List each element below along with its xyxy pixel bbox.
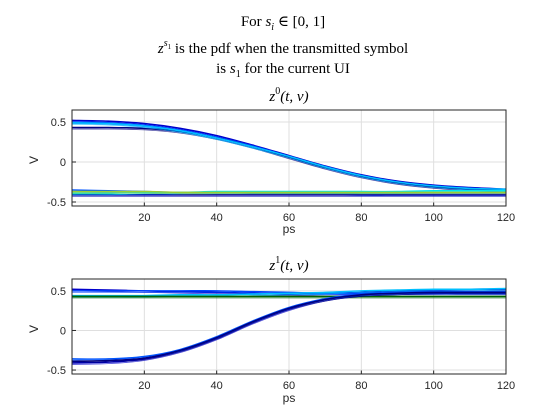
subplot-z0: z0(t, v) ps V 20 40 60 80 100 120-0.500.5 (27, 86, 515, 236)
y-tick-label: 0 (60, 157, 66, 169)
y-tick-label: -0.5 (47, 197, 66, 209)
title-line-2-text: is the pdf when the transmitted symbol (171, 41, 408, 57)
figure-title-line-1: For si ∈ [0, 1] (241, 14, 325, 33)
subplot-z1-title: z1(t, v) (268, 255, 308, 274)
subplot-z0-title: z0(t, v) (268, 86, 308, 105)
figure-title-line-3: is s1 for the current UI (216, 61, 350, 80)
subplot-z0-ylabel: V (27, 156, 41, 164)
subplot-z0-title-var: z (268, 89, 275, 105)
y-tick-label: 0.5 (51, 117, 66, 129)
y-tick-label: 0 (60, 325, 66, 337)
subplot-z0-title-sup: 0 (275, 86, 280, 97)
x-tick-label: 60 (283, 212, 295, 224)
title-line-3-sub: 1 (236, 69, 241, 80)
series-line-8-trace (72, 192, 506, 195)
subplot-z0-title-args: (t, v) (280, 89, 308, 105)
subplot-z1-title-args: (t, v) (280, 258, 308, 274)
subplot-z1-title-var: z (268, 258, 275, 274)
series-line-4 (72, 122, 506, 190)
x-tick-label: 100 (424, 380, 442, 392)
title-line-3-var: s (230, 61, 236, 77)
subplot-z0-xlabel: ps (283, 222, 296, 236)
series-line-3-trace (72, 128, 506, 193)
x-tick-label: 60 (283, 380, 295, 392)
series-line-8 (72, 190, 506, 194)
title-line-1-suffix: ∈ [0, 1] (274, 14, 325, 30)
x-tick-label: 80 (355, 380, 367, 392)
title-line-2-sup-var: s (164, 38, 168, 49)
subplot-z0-axes-frame (71, 109, 507, 207)
y-tick-label: 0.5 (51, 286, 66, 298)
x-tick-label: 100 (424, 212, 442, 224)
subplot-z1-xlabel: ps (283, 391, 296, 405)
subplot-z1-title-sup: 1 (275, 255, 280, 266)
x-tick-label: 20 (138, 380, 150, 392)
subplot-z1-series-group (72, 287, 506, 365)
x-tick-label: 120 (497, 212, 515, 224)
y-tick-label: -0.5 (47, 365, 66, 377)
title-line-1-sub: i (271, 22, 274, 33)
x-tick-label: 40 (211, 212, 223, 224)
x-tick-label: 40 (211, 380, 223, 392)
title-line-2-sup-sub: 1 (168, 43, 172, 51)
x-tick-label: 80 (355, 212, 367, 224)
title-line-2-var: z (157, 41, 164, 57)
subplot-z0-series-group (72, 119, 506, 197)
x-tick-label: 120 (497, 380, 515, 392)
series-line-4-trace (72, 123, 506, 192)
subplot-z1: z1(t, v) ps V 20 40 60 80 100 120 -0.5 0 0.5 (27, 255, 515, 405)
title-line-1-var: s (265, 14, 271, 30)
title-line-3-suffix: for the current UI (241, 61, 350, 77)
title-line-1-prefix: For (241, 14, 266, 30)
title-line-3-prefix: is (216, 61, 230, 77)
subplot-z1-axes-frame (71, 278, 507, 375)
series-line-7 (72, 291, 506, 363)
figure-title: For si ∈ [0, 1] zs1 is the pdf when the … (157, 14, 408, 80)
subplot-z1-ylabel: V (27, 325, 41, 333)
series-line-7-trace (72, 293, 506, 364)
figure-title-line-2: zs1 is the pdf when the transmitted symb… (157, 38, 408, 57)
x-tick-label: 20 (138, 212, 150, 224)
